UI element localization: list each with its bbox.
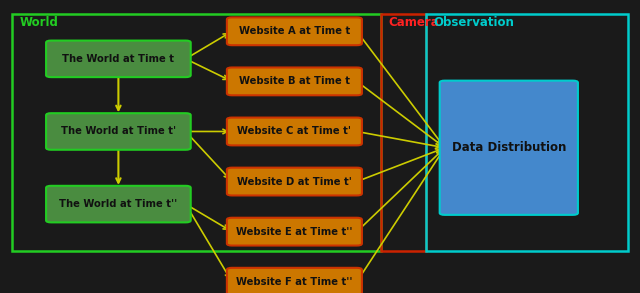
FancyBboxPatch shape: [227, 218, 362, 246]
Bar: [426, 14, 628, 251]
Text: Website C at Time t': Website C at Time t': [237, 127, 351, 137]
Text: Website D at Time t': Website D at Time t': [237, 177, 352, 187]
FancyBboxPatch shape: [227, 168, 362, 195]
Text: Data Distribution: Data Distribution: [452, 141, 566, 154]
Text: The World at Time t'': The World at Time t'': [60, 199, 177, 209]
FancyBboxPatch shape: [46, 40, 191, 77]
FancyBboxPatch shape: [227, 117, 362, 145]
Text: Website F at Time t'': Website F at Time t'': [236, 277, 353, 287]
FancyBboxPatch shape: [227, 67, 362, 95]
Text: Website E at Time t'': Website E at Time t'': [236, 227, 353, 237]
Text: Website B at Time t: Website B at Time t: [239, 76, 350, 86]
FancyBboxPatch shape: [227, 17, 362, 45]
FancyBboxPatch shape: [440, 81, 578, 215]
Bar: [381, 14, 426, 251]
FancyBboxPatch shape: [46, 186, 191, 222]
Text: The World at Time t: The World at Time t: [63, 54, 174, 64]
Bar: [12, 14, 381, 251]
Text: World: World: [19, 16, 58, 29]
Text: Website A at Time t: Website A at Time t: [239, 26, 350, 36]
Text: Observation: Observation: [433, 16, 514, 29]
FancyBboxPatch shape: [227, 268, 362, 293]
Text: The World at Time t': The World at Time t': [61, 127, 176, 137]
FancyBboxPatch shape: [46, 113, 191, 150]
Text: Camera: Camera: [388, 16, 439, 29]
